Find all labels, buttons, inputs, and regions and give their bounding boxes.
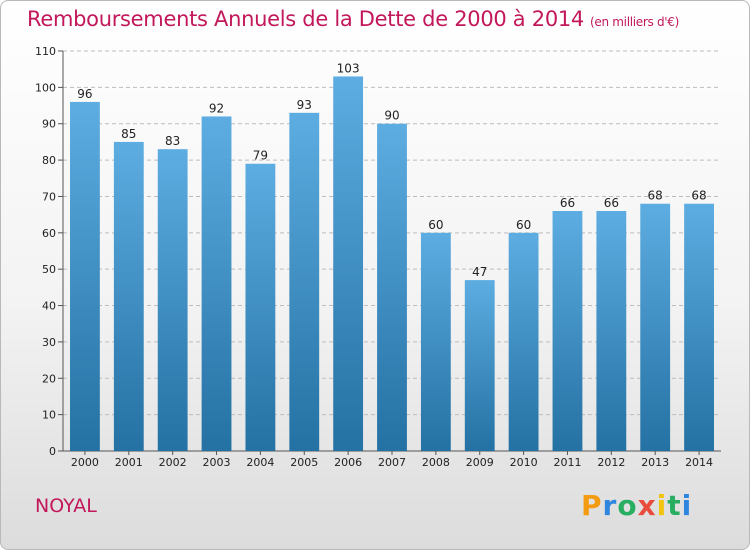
y-tick-label: 20 [42,372,56,385]
y-tick-label: 110 [35,45,56,58]
y-tick-label: 50 [42,263,56,276]
y-tick-label: 100 [35,81,56,94]
proxiti-logo: Proxiti [581,489,692,522]
bar-value-label: 68 [691,189,706,203]
bar [245,163,276,451]
location-label: NOYAL [35,495,97,517]
y-tick-label: 70 [42,190,56,203]
x-tick-label: 2011 [553,456,581,469]
x-tick-label: 2012 [597,456,625,469]
bar [201,116,232,452]
bar [70,101,100,451]
x-tick-label: 2005 [290,456,318,469]
logo-letter: r [602,489,618,522]
x-tick-label: 2010 [510,456,538,469]
bar [289,112,320,452]
chart-unit: (en milliers d'€) [590,15,680,29]
bar-value-label: 85 [121,127,136,141]
x-tick-label: 2006 [334,456,362,469]
bar-value-label: 90 [384,109,399,123]
x-tick-label: 2000 [71,456,99,469]
bar-value-label: 47 [472,265,487,279]
y-tick-label: 0 [49,445,56,458]
x-tick-label: 2003 [203,456,231,469]
bar-value-label: 60 [516,218,531,232]
bar-value-label: 92 [209,101,224,115]
bar [552,211,583,451]
y-tick-label: 40 [42,300,56,313]
logo-letter: t [667,489,682,522]
bar [377,123,407,452]
x-tick-label: 2014 [685,456,713,469]
chart-title: Remboursements Annuels de la Dette de 20… [27,7,679,31]
bar [596,211,627,451]
x-tick-label: 2009 [466,456,494,469]
bar-value-label: 103 [337,61,360,75]
x-tick-label: 2007 [378,456,406,469]
bar [508,232,539,451]
y-tick-label: 90 [42,118,56,131]
bar-value-label: 68 [648,189,663,203]
bar [420,232,451,451]
logo-letter: x [637,489,657,522]
bar-value-label: 60 [428,218,443,232]
x-tick-label: 2004 [246,456,274,469]
x-tick-label: 2008 [422,456,450,469]
logo-letter: i [656,489,668,522]
logo-letter: o [617,489,638,522]
x-tick-label: 2013 [641,456,669,469]
bar-value-label: 93 [297,98,312,112]
bar [333,76,364,452]
chart-title-text: Remboursements Annuels de la Dette de 20… [27,7,584,31]
bar [464,280,495,451]
y-tick-label: 80 [42,154,56,167]
x-tick-label: 2002 [159,456,187,469]
y-tick-label: 60 [42,227,56,240]
logo-letter: P [581,489,603,522]
bar-value-label: 96 [77,87,92,101]
bar [113,141,144,451]
bar-value-label: 66 [604,196,619,210]
logo-letter: i [681,489,693,522]
bar-value-label: 79 [253,149,268,163]
bar-value-label: 66 [560,196,575,210]
bar [640,203,671,451]
x-tick-label: 2001 [115,456,143,469]
y-tick-label: 10 [42,409,56,422]
bar [684,203,714,451]
bar-value-label: 83 [165,134,180,148]
y-tick-label: 30 [42,336,56,349]
bar [157,149,188,451]
